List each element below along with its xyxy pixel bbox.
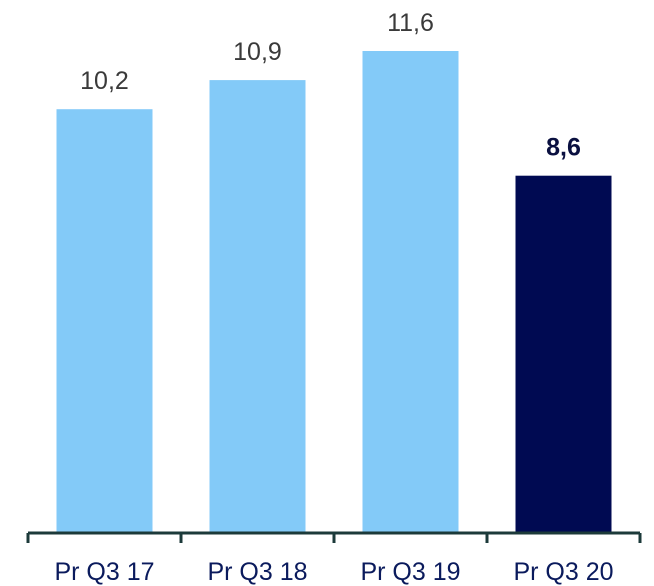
category-label: Pr Q3 18 <box>207 558 307 586</box>
bars-group <box>56 51 612 533</box>
value-label: 11,6 <box>387 9 434 37</box>
value-label: 10,2 <box>80 67 129 95</box>
category-label: Pr Q3 17 <box>54 558 154 586</box>
bar-pr-q3-17 <box>56 109 153 533</box>
bar-pr-q3-20 <box>515 175 612 533</box>
value-label: 10,9 <box>233 38 282 66</box>
bar-pr-q3-18 <box>209 80 306 533</box>
bar-pr-q3-19 <box>362 51 459 533</box>
category-label: Pr Q3 19 <box>360 558 460 586</box>
category-label: Pr Q3 20 <box>513 558 613 586</box>
category-labels-group: Pr Q3 17 Pr Q3 18 Pr Q3 19 Pr Q3 20 <box>54 558 613 586</box>
value-label: 8,6 <box>546 134 581 162</box>
value-labels-group: 10,2 10,9 11,6 8,6 <box>80 9 581 162</box>
x-axis <box>26 531 642 543</box>
